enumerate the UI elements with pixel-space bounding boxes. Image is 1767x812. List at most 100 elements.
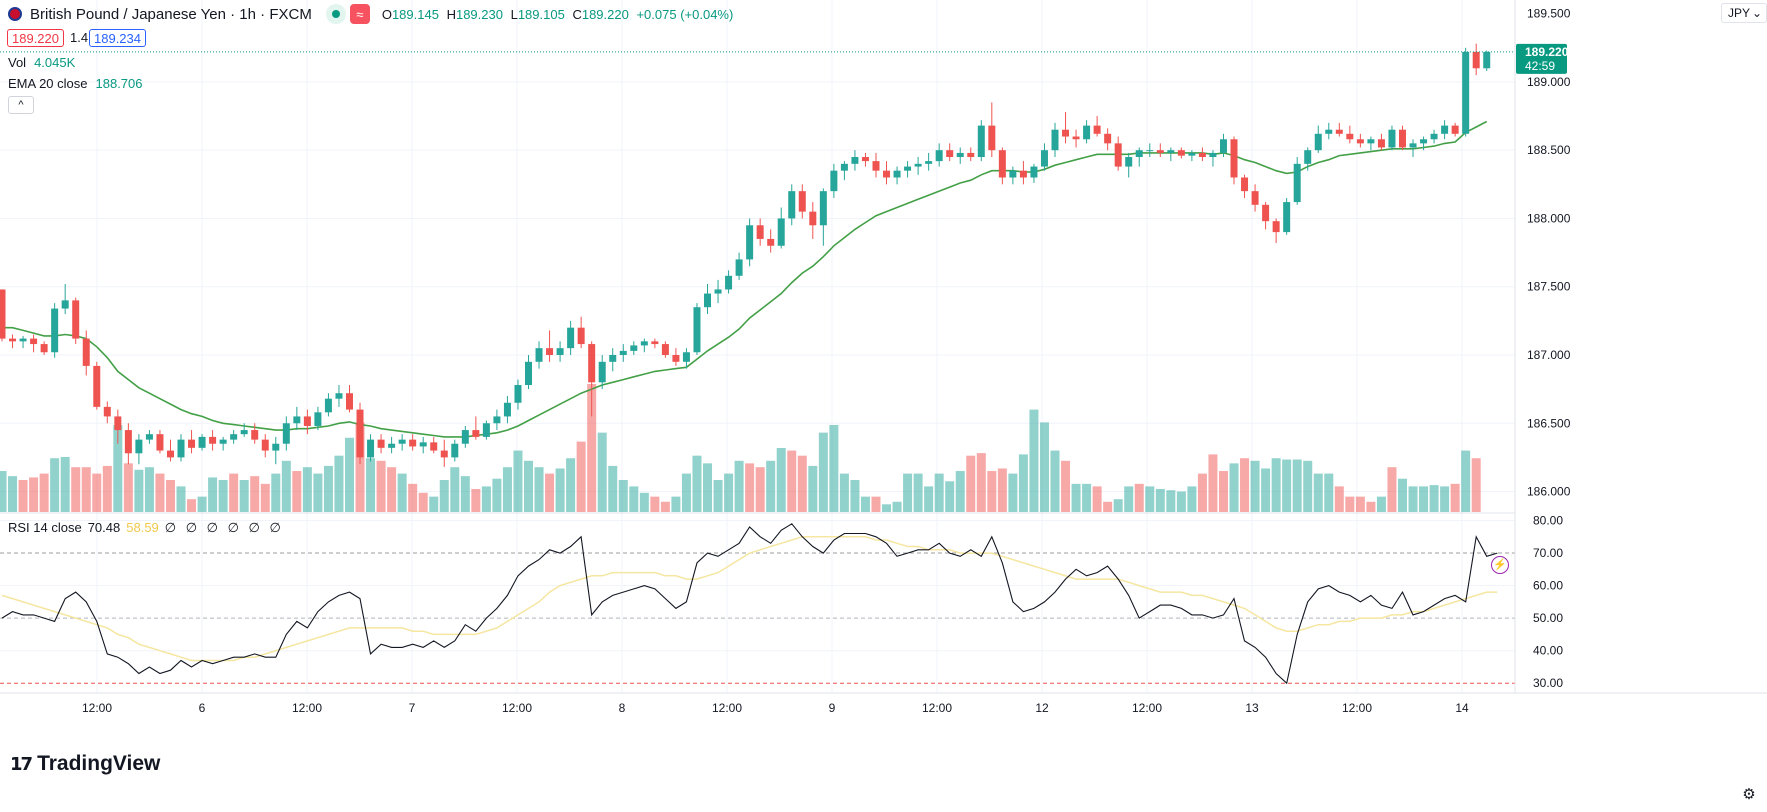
volume-bar [460, 476, 470, 512]
volume-bar [134, 469, 144, 512]
volume-bar [924, 486, 934, 512]
candle-body [967, 152, 975, 158]
candle [1125, 152, 1133, 178]
volume-bar [313, 473, 323, 512]
volume-bar [8, 476, 18, 512]
ema-legend[interactable]: EMA 20 close 188.706 [8, 76, 143, 91]
buy-price-button[interactable]: 189.234 [89, 29, 146, 47]
gear-icon[interactable]: ⚙ [1742, 786, 1756, 803]
candle [472, 416, 480, 440]
candle-body [230, 434, 238, 440]
candle-body [251, 430, 259, 440]
candle [514, 379, 522, 410]
candle [0, 289, 6, 342]
candle [272, 436, 280, 465]
tradingview-logo[interactable]: 𝟭𝟳 TradingView [10, 752, 160, 776]
chart-header: British Pound / Japanese Yen · 1h · FXCM… [8, 4, 737, 24]
candle [356, 402, 364, 465]
candle [40, 341, 48, 355]
candle-body [367, 439, 375, 458]
ema-label: EMA 20 close [8, 76, 88, 91]
candle-body [872, 161, 880, 171]
candle-body [735, 259, 743, 276]
candle-body [272, 443, 280, 451]
candle-body [1472, 51, 1480, 69]
volume-bar [871, 496, 881, 512]
last-price-badge [1516, 43, 1567, 74]
candle [493, 409, 501, 431]
rsi-legend[interactable]: RSI 14 close 70.48 58.59 ∅ ∅ ∅ ∅ ∅ ∅ [8, 520, 284, 536]
volume-bar [987, 471, 997, 512]
lightning-alert-icon[interactable]: ⚡ [1491, 556, 1509, 574]
rsi-axis-label: 30.00 [1533, 676, 1563, 690]
volume-bar [260, 483, 270, 512]
candle [935, 143, 943, 167]
volume-bar [1440, 486, 1450, 512]
candle-body [1398, 129, 1406, 148]
candle [767, 229, 775, 253]
sell-price-button[interactable]: 189.220 [7, 29, 64, 47]
candle-body [925, 161, 933, 164]
rsi-label: RSI 14 close [8, 520, 82, 535]
candle-body [1156, 150, 1164, 153]
candle-body [124, 430, 132, 454]
volume-bar [1450, 483, 1460, 512]
candle [314, 406, 322, 431]
candle [367, 434, 375, 462]
candle-body [1135, 150, 1143, 158]
candle-body [946, 150, 954, 158]
volume-bar [376, 460, 386, 512]
volume-legend[interactable]: Vol 4.045K [8, 55, 75, 70]
candle-body [240, 430, 248, 435]
volume-bar [323, 465, 333, 512]
symbol-title[interactable]: British Pound / Japanese Yen · 1h · FXCM [30, 5, 312, 23]
volume-bar [208, 477, 218, 512]
volume-bar [113, 424, 123, 512]
volume-bar [302, 467, 312, 512]
candle [293, 406, 301, 431]
candle-body [1241, 177, 1249, 192]
volume-bar [408, 483, 418, 512]
volume-bar [1387, 467, 1397, 512]
volume-bar [650, 496, 660, 512]
time-axis-label: 8 [619, 701, 626, 715]
volume-bar [903, 473, 913, 512]
candle [61, 283, 69, 315]
volume-bar [71, 467, 81, 512]
candle-body [725, 275, 733, 290]
volume-bar [776, 448, 786, 512]
candle-body [1209, 152, 1217, 158]
candle [1472, 43, 1480, 76]
candle [503, 395, 511, 424]
market-open-icon[interactable] [325, 4, 346, 24]
candle-body [1430, 133, 1438, 140]
candle-body [1293, 163, 1301, 203]
candle [546, 330, 554, 362]
volume-bar [576, 441, 586, 512]
ohlc-high-key: H [446, 6, 456, 22]
volume-bar [934, 473, 944, 512]
candle [872, 152, 880, 178]
collapse-legend-button[interactable]: ^ [8, 96, 34, 114]
price-axis-label: 186.500 [1527, 416, 1571, 430]
price-axis-label: 189.000 [1527, 75, 1571, 89]
volume-bar [1376, 496, 1386, 512]
candle-body [988, 125, 996, 151]
bar-countdown: 42:59 [1525, 59, 1555, 73]
candle-body [188, 439, 196, 448]
volume-bar [481, 486, 491, 512]
candle [1272, 218, 1280, 244]
data-feed-icon[interactable]: ≈ [349, 4, 370, 24]
currency-selector[interactable]: JPY ⌄ [1721, 3, 1767, 23]
candle-body [156, 434, 164, 451]
candle-body [440, 450, 448, 458]
candle [1030, 163, 1038, 183]
candle-body [809, 211, 817, 226]
candle [1462, 47, 1470, 137]
candle [577, 316, 585, 349]
candle [30, 334, 38, 353]
candle [198, 434, 206, 451]
chevron-down-icon: ⌄ [1751, 6, 1762, 20]
candle-body [356, 409, 364, 458]
